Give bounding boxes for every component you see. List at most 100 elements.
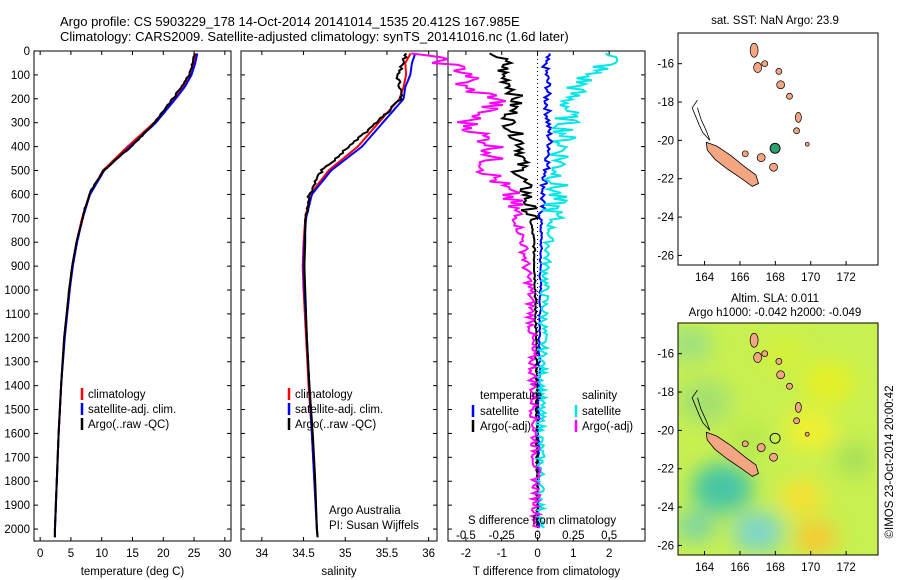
island-new-caledonia	[705, 141, 760, 187]
panel-sla-map: 164 166 168 170 172 -16 -18 -20 -22 -24 -26 Altim. …	[657, 293, 896, 574]
x-tick-label: 34.5	[292, 548, 314, 560]
x-tick-label: 1	[570, 548, 576, 560]
map-frame	[677, 322, 879, 556]
x-tick-label: 20	[157, 548, 170, 560]
island	[793, 127, 800, 135]
sla-blob	[834, 442, 876, 476]
x-tick-label: 172	[837, 272, 856, 284]
y-tick-label: 2000	[4, 524, 30, 536]
y-tick-label: 1800	[4, 476, 30, 488]
x-tick-label: 168	[766, 272, 785, 284]
legend-title: salinity	[582, 390, 617, 402]
x-tick-label: 166	[730, 562, 749, 574]
series-climatology	[301, 52, 412, 538]
island-new-caledonia	[705, 431, 760, 477]
y-tick-label: -20	[657, 135, 674, 147]
x-axis-label: temperature (deg C)	[81, 566, 185, 578]
island	[761, 60, 769, 68]
panel-sst-map: 164 166 168 170 172 -16 -18 -20 -22 -24 -26 sat. SS…	[657, 15, 879, 284]
sla-blob	[678, 325, 713, 363]
series-argo---raw--qc-	[53, 53, 196, 538]
legend-title: temperature	[480, 390, 542, 402]
island	[769, 452, 778, 462]
sla-blob	[763, 336, 805, 371]
sla-blob	[785, 409, 837, 452]
series-satellite-adj--clim-	[302, 53, 417, 538]
x-tick-label: 164	[695, 272, 715, 284]
map-subtitle: Argo h1000: -0.042 h2000: -0.049	[689, 307, 862, 319]
series-satellite-adj--clim-	[53, 53, 199, 538]
credit-line: PI: Susan Wijffels	[329, 520, 419, 532]
y-tick-label: -22	[657, 174, 674, 186]
island	[749, 42, 759, 58]
x-tick-label: 170	[801, 272, 820, 284]
axes-box	[240, 50, 438, 542]
legend-label: satellite-adj. clim.	[295, 404, 383, 416]
y-tick-label: 1100	[5, 309, 30, 321]
axes-box	[33, 50, 232, 542]
x-tick-label: 5	[68, 548, 74, 560]
panel-salinity: 34 34.5 35 35.5 36 salinity climatology satelli…	[240, 50, 438, 578]
legend-label: satellite	[582, 406, 621, 418]
sla-blob	[802, 361, 854, 404]
y-tick-label: 300	[11, 118, 30, 130]
island	[775, 67, 783, 75]
argo-marker	[769, 142, 781, 154]
island	[753, 62, 762, 73]
sla-blob	[678, 509, 717, 544]
x-tick-label: 35.5	[376, 548, 398, 560]
panel-difference: -2 -1 0 1 2 T difference from climatology temp…	[411, 50, 646, 578]
island	[756, 153, 766, 162]
y-tick-label: 800	[11, 237, 30, 249]
axes-box	[447, 50, 646, 542]
series-argo--adj-	[489, 52, 541, 528]
y-tick-label: 1300	[4, 357, 30, 369]
series-argo---raw--qc-	[303, 52, 409, 538]
x-tick-label: 10	[95, 548, 108, 560]
island	[753, 352, 762, 363]
x-tick-label: 0	[534, 548, 540, 560]
island	[795, 402, 802, 413]
y-tick-label: 600	[11, 189, 30, 201]
series-argo--adj-	[411, 52, 544, 529]
sla-blob	[691, 462, 753, 514]
x-axis-label: T difference from climatology	[473, 566, 620, 578]
y-tick-label: -16	[657, 349, 674, 361]
island	[786, 382, 793, 390]
island	[756, 443, 766, 452]
x-tick-label: 172	[837, 562, 856, 574]
y-tick-label: -24	[657, 212, 674, 224]
top-tick-label: -0.5	[456, 530, 476, 542]
x-tick-label: -1	[497, 548, 507, 560]
reef-outline	[691, 99, 711, 141]
y-tick-label: 100	[11, 70, 30, 82]
y-tick-label: 0	[24, 46, 30, 58]
sla-blob	[678, 379, 732, 425]
x-axis-label: salinity	[321, 566, 356, 578]
island	[776, 370, 786, 380]
x-tick-label: 164	[695, 562, 715, 574]
x-tick-label: 166	[730, 272, 749, 284]
y-tick-label: 1400	[4, 381, 30, 393]
island	[776, 80, 786, 90]
map-title: Altim. SLA: 0.011	[731, 293, 819, 305]
island	[786, 92, 793, 100]
series-climatology	[53, 53, 197, 538]
x-tick-label: 30	[218, 548, 231, 560]
credit-line: Argo Australia	[329, 505, 401, 517]
y-tick-label: -26	[657, 250, 674, 262]
legend-label: climatology	[295, 389, 353, 401]
y-tick-label: -26	[657, 540, 674, 552]
y-tick-label: 1700	[4, 452, 30, 464]
legend-label: satellite	[480, 406, 519, 418]
x-tick-label: 170	[801, 562, 820, 574]
map-title: sat. SST: NaN Argo: 23.9	[711, 15, 839, 27]
y-tick-label: 400	[11, 142, 30, 154]
y-tick-label: 500	[11, 166, 30, 178]
island	[741, 440, 749, 448]
y-tick-label: -22	[657, 464, 674, 476]
y-tick-label: -24	[657, 502, 674, 514]
x-tick-label: 25	[188, 548, 201, 560]
y-tick-label: 900	[11, 261, 30, 273]
timestamp-label: ©IMOS 23-Oct-2014 20:00:42	[884, 386, 896, 539]
